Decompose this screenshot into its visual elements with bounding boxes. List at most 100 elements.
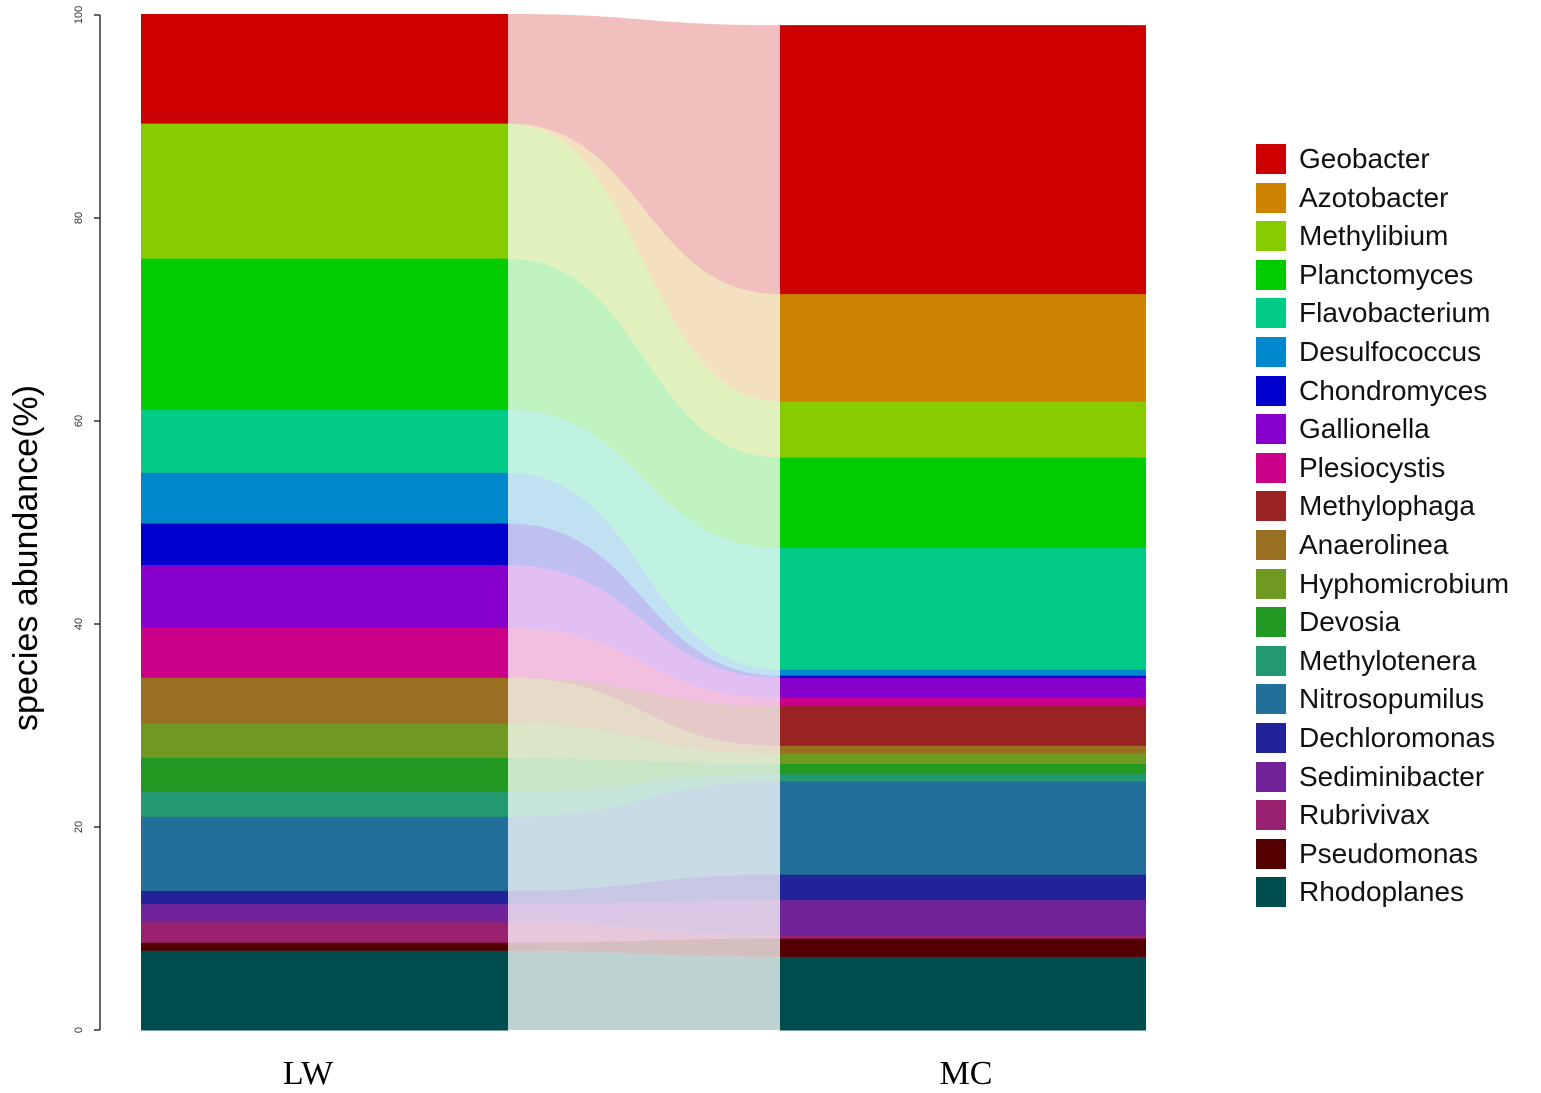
legend-swatch [1256,182,1286,213]
legend-swatch [1256,607,1286,638]
legend-label: Nitrosopumilus [1299,683,1485,715]
y-ticks: 0 20 40 60 80 100 [73,6,100,1033]
legend-swatch [1256,800,1286,831]
bar-lw-hyphomicrobium [141,723,508,759]
bar-lw-anaerolinea [141,677,508,724]
bar-mc-rubrivivax [780,935,1146,940]
bar-lw-chondromyces [141,523,508,566]
y-tick-label: 80 [73,212,85,224]
flow-gallionella [508,565,780,699]
flow-sediminibacter [508,900,780,936]
legend-label: Chondromyces [1299,374,1488,406]
bar-mc-dechloromonas [780,874,1146,901]
legend-label: Sediminibacter [1299,760,1485,792]
bar-mc-nitrosopumilus [780,781,1146,876]
flow-anaerolinea [508,677,780,754]
legend-swatch [1256,336,1286,367]
flow-desulfococcus [508,472,780,676]
bar-lw-devosia [141,757,508,792]
legend-label: Methylibium [1299,220,1449,252]
bar-stacks [141,13,1146,1031]
flow-pseudomonas [508,938,780,957]
bar-lw-rubrivivax [141,922,508,944]
legend-label: Desulfococcus [1299,335,1482,367]
flow-flavobacterium [508,409,780,670]
bar-mc-azotobacter [780,294,1146,403]
bar-mc-pseudomonas [780,938,1146,958]
bar-lw-nitrosopumilus [141,816,508,892]
bar-mc-desulfococcus [780,669,1146,677]
legend-swatch [1256,684,1286,715]
legend-swatch [1256,144,1286,174]
legend-swatch [1256,568,1286,599]
flow-nitrosopumilus [508,781,780,891]
legend-label: Devosia [1299,606,1401,638]
flow-devosia [508,757,780,792]
flow-rubrivivax [508,922,780,943]
bar-mc-anaerolinea [780,745,1146,755]
legend-label: Anaerolinea [1299,528,1449,560]
legend-label: Methylophaga [1299,490,1475,522]
flow-hyphomicrobium [508,723,780,765]
bar-mc-chondromyces [780,675,1146,679]
bar-lw-planctomyces [141,258,508,411]
flow-geobacter [508,13,780,295]
bar-lw-geobacter [141,13,508,125]
flow-dechloromonas [508,874,780,905]
legend-swatch [1256,259,1286,290]
legend-label: Hyphomicrobium [1299,567,1510,599]
bar-mc-methylotenera [780,774,1146,782]
x-label-mc: MC [940,1055,993,1092]
bar-mc-plesiocystis [780,698,1146,707]
bar-lw-gallionella [141,565,508,629]
bar-lw-sediminibacter [141,904,508,923]
y-tick-label: 60 [73,415,85,427]
flow-methylibium [508,123,780,458]
flow-rhodoplanes [508,950,780,1030]
x-labels: LW MC [283,1055,993,1092]
bar-lw-flavobacterium [141,409,508,474]
legend-label: Azotobacter [1299,181,1449,213]
legend-swatch [1256,645,1286,676]
bar-mc-devosia [780,764,1146,775]
legend-label: Geobacter [1299,143,1430,174]
legend-label: Plesiocystis [1299,451,1446,483]
y-tick-label: 100 [73,6,85,24]
bar-lw-desulfococcus [141,472,508,525]
legend-swatch [1256,761,1286,792]
flow-planctomyces [508,258,780,548]
bar-lw-methylotenera [141,791,508,818]
bar-lw-methylibium [141,123,508,260]
legend-swatch [1256,877,1286,908]
legend-label: Planctomyces [1299,258,1474,290]
bar-lw-dechloromonas [141,890,508,905]
y-tick-label: 40 [73,618,85,630]
legend-swatch [1256,722,1286,753]
legend-label: Rhodoplanes [1299,876,1465,908]
legend-swatch [1256,375,1286,406]
flow-methylotenera [508,774,780,817]
bar-lw-pseudomonas [141,942,508,952]
legend-swatch [1256,838,1286,869]
bar-mc-methylophaga [780,706,1146,747]
legend-label: Flavobacterium [1299,297,1491,329]
y-axis-title: species abundance(%) [7,385,45,731]
legend-swatch [1256,414,1286,445]
bar-mc-geobacter [780,25,1146,295]
flow-chondromyces [508,523,780,678]
flow-bands [508,13,780,1030]
bar-mc-gallionella [780,677,1146,699]
legend-label: Gallionella [1299,413,1430,445]
y-tick-label: 0 [73,1027,85,1033]
bar-lw-rhodoplanes [141,950,508,1031]
legend-swatch [1256,298,1286,329]
bar-mc-flavobacterium [780,547,1146,671]
legend-label: Rubrivivax [1299,799,1430,831]
bar-lw-plesiocystis [141,628,508,679]
bar-mc-rhodoplanes [780,956,1146,1031]
bar-mc-sediminibacter [780,900,1146,937]
flow-azotobacter [508,123,780,402]
legend-label: Dechloromonas [1299,721,1496,753]
legend-swatch [1256,221,1286,252]
